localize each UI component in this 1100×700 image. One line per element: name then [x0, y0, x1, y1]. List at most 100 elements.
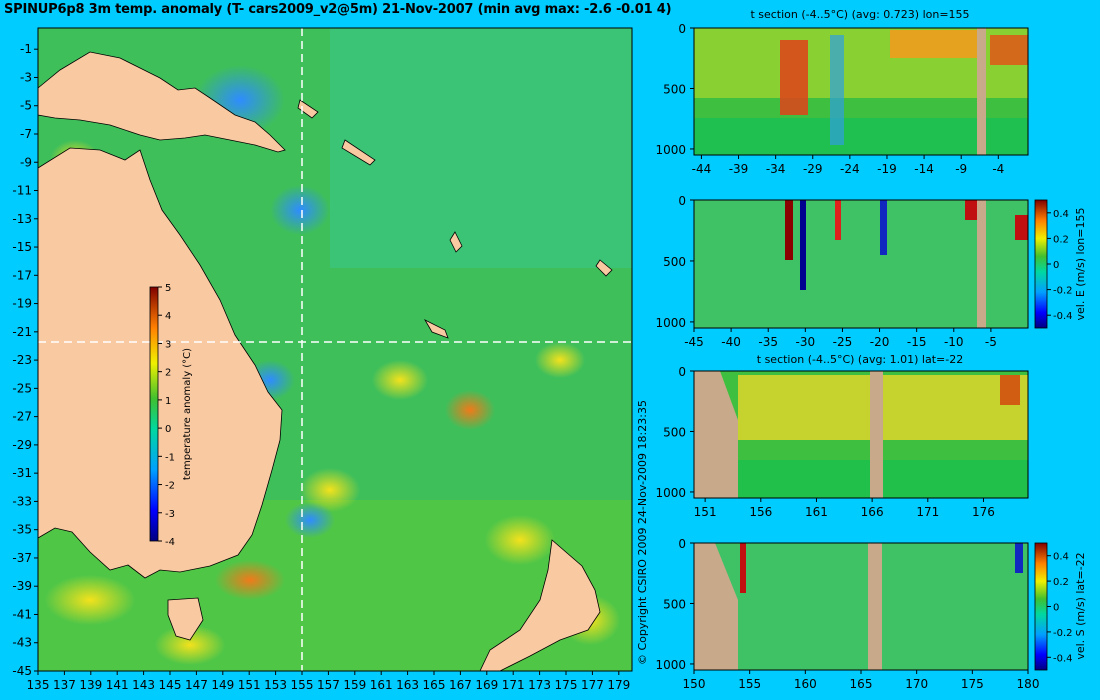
x-tick-label: -40	[721, 335, 741, 349]
x-tick-label: 161	[805, 505, 828, 519]
x-tick-label: -4	[992, 162, 1004, 176]
eddy-warm	[155, 625, 225, 665]
x-tick-label: 161	[370, 678, 393, 692]
panel-y-axis: 0 500 1000	[655, 365, 694, 500]
x-tick-label: 151	[238, 678, 261, 692]
colorbar-tick-label: -4	[165, 537, 175, 548]
map-x-axis: 135 137 139 141 143 145 147 149 151 153 155 157 159 1…	[27, 671, 630, 692]
colorbar-ticks: 5 4 3 2 1 0 -1 -2 -3 -4	[158, 283, 175, 548]
panel-frame	[693, 370, 1029, 499]
y-tick-label: -29	[12, 438, 32, 452]
panel-land	[694, 543, 738, 670]
x-tick-label: 167	[449, 678, 472, 692]
colorbar-tick-label: 0.4	[1053, 209, 1069, 220]
new-guinea	[37, 51, 286, 153]
y-tick-label: -31	[12, 466, 32, 480]
y-tick-label: 500	[663, 425, 686, 439]
panel-east-flow	[965, 200, 977, 220]
panel-colorbar-ticks: 0.4 0.2 0 -0.2 -0.4	[1047, 552, 1073, 664]
y-tick-label: -23	[12, 353, 32, 367]
x-tick-label: -14	[914, 162, 934, 176]
x-tick-label: 165	[850, 677, 873, 691]
y-tick-label: 500	[663, 82, 686, 96]
eddy-warm	[45, 575, 135, 625]
eddy-cold	[285, 502, 335, 538]
panel-colorbar-label: vel. E (m/s) lon=155	[1074, 208, 1087, 321]
colorbar-tick-label: 2	[165, 368, 171, 379]
y-tick-label: 1000	[655, 658, 686, 672]
x-tick-label: 141	[106, 678, 129, 692]
y-tick-label: -35	[12, 523, 32, 537]
x-tick-label: 175	[555, 678, 578, 692]
x-tick-label: 157	[317, 678, 340, 692]
y-tick-label: 0	[678, 365, 686, 379]
island	[449, 231, 463, 253]
y-tick-label: -9	[20, 155, 32, 169]
eddy-warm	[372, 360, 428, 400]
section-panel-temp-lon: t section (-4..5°C) (avg: 0.723) lon=155…	[655, 8, 1029, 176]
y-tick-label: -15	[12, 240, 32, 254]
panel-x-axis: -45 -40 -35 -30 -25 -20 -15 -10 -5	[684, 328, 997, 349]
colorbar-tick-label: 0.4	[1053, 552, 1069, 563]
panel-land	[977, 200, 986, 328]
x-tick-label: -5	[985, 335, 997, 349]
y-tick-label: -11	[12, 184, 32, 198]
colorbar-label: temperature anomaly (°C)	[182, 348, 193, 480]
eddy-warm	[215, 560, 285, 600]
x-tick-label: 137	[53, 678, 76, 692]
map-warm-north	[330, 28, 632, 268]
colorbar-tick-label: -3	[165, 509, 175, 520]
x-tick-label: 143	[132, 678, 155, 692]
x-tick-label: 179	[607, 678, 630, 692]
tasmania	[167, 597, 204, 641]
panel-tint	[694, 200, 1028, 328]
panel-north-flow	[1015, 543, 1023, 573]
panel-land	[694, 371, 738, 498]
colorbar-tick-label: 0	[165, 424, 171, 435]
y-tick-label: 1000	[655, 486, 686, 500]
y-tick-label: -21	[12, 325, 32, 339]
x-tick-label: 155	[738, 677, 761, 691]
y-tick-label: -5	[20, 99, 32, 113]
colorbar-tick-label: 5	[165, 283, 171, 294]
colorbar-tick-label: 1	[165, 396, 171, 407]
panel-land	[977, 28, 986, 155]
eddy-warm	[485, 515, 555, 565]
x-tick-label: 139	[79, 678, 102, 692]
page-title: SPINUP6p8 3m temp. anomaly (T- cars2009_…	[4, 2, 672, 17]
y-tick-label: 1000	[655, 143, 686, 157]
new-zealand	[479, 539, 601, 672]
panel-title: t section (-4..5°C) (avg: 1.01) lat=-22	[757, 353, 963, 366]
map-frame	[37, 27, 633, 672]
panel-y-axis: 0 500 1000	[655, 194, 694, 330]
x-tick-label: -25	[833, 335, 853, 349]
x-tick-label: 173	[528, 678, 551, 692]
x-tick-label: 150	[683, 677, 706, 691]
x-tick-label: 171	[502, 678, 525, 692]
panel-land	[868, 543, 882, 670]
colorbar-tick-label: 3	[165, 339, 171, 350]
colorbar-tick-label: 0.2	[1053, 234, 1069, 245]
panel-colorbar-ticks: 0.4 0.2 0 -0.2 -0.4	[1047, 209, 1073, 322]
colorbar-tick-label: -0.2	[1053, 628, 1073, 639]
x-tick-label: 149	[211, 678, 234, 692]
map-y-axis: -1 -3 -5 -7 -9 -11 -13 -15 -17 -19 -21 -23 -25 -27 -29…	[12, 42, 38, 678]
y-tick-label: 0	[678, 537, 686, 551]
panel-south-flow	[740, 543, 746, 593]
panel-x-axis: 151 156 161 166 171 176	[694, 498, 995, 519]
section-panel-temp-lat: t section (-4..5°C) (avg: 1.01) lat=-22 …	[655, 353, 1029, 519]
map-eddies	[45, 65, 620, 665]
panel-cold-core	[830, 35, 844, 145]
y-tick-label: -27	[12, 410, 32, 424]
x-tick-label: -19	[877, 162, 897, 176]
x-tick-label: 180	[1017, 677, 1040, 691]
y-tick-label: -19	[12, 297, 32, 311]
x-tick-label: -35	[758, 335, 778, 349]
panel-west-flow	[880, 200, 887, 255]
y-tick-label: -1	[20, 42, 32, 56]
x-tick-label: -45	[684, 335, 704, 349]
new-caledonia	[423, 319, 449, 339]
y-tick-label: -45	[12, 664, 32, 678]
panel-frame	[693, 199, 1029, 329]
